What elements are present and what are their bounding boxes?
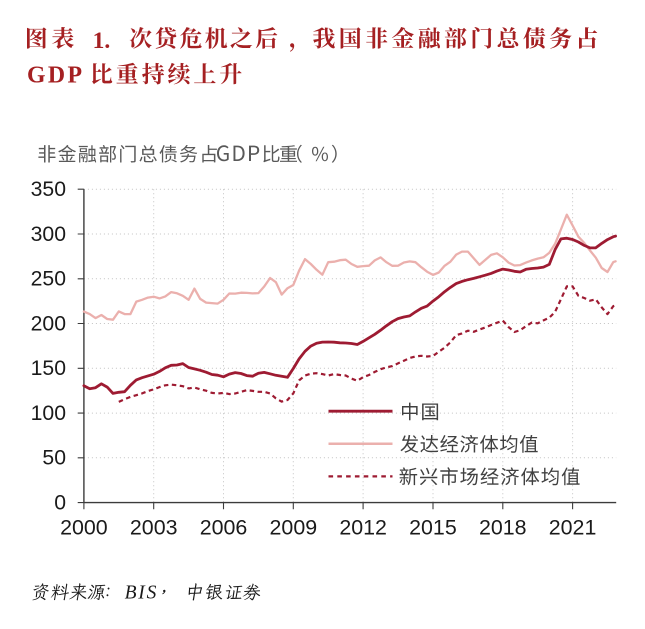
svg-text:350: 350	[31, 178, 66, 201]
svg-text:2012: 2012	[339, 516, 387, 540]
svg-text:300: 300	[31, 223, 66, 246]
svg-text:0: 0	[54, 492, 66, 515]
svg-text:2009: 2009	[270, 516, 318, 540]
svg-text:GDP: GDP	[27, 62, 84, 88]
svg-text:150: 150	[31, 357, 66, 380]
svg-text:1.: 1.	[93, 28, 111, 54]
svg-text:50: 50	[42, 447, 66, 470]
svg-text:2000: 2000	[60, 516, 108, 540]
svg-text:2003: 2003	[130, 516, 178, 540]
svg-text:100: 100	[31, 402, 66, 425]
svg-text:2015: 2015	[409, 516, 457, 540]
svg-text:250: 250	[31, 268, 66, 291]
svg-text:2006: 2006	[200, 516, 248, 540]
svg-text:BIS: BIS	[125, 582, 159, 603]
svg-text:200: 200	[31, 312, 66, 335]
svg-text:2018: 2018	[479, 516, 527, 540]
svg-text:2021: 2021	[549, 516, 597, 540]
